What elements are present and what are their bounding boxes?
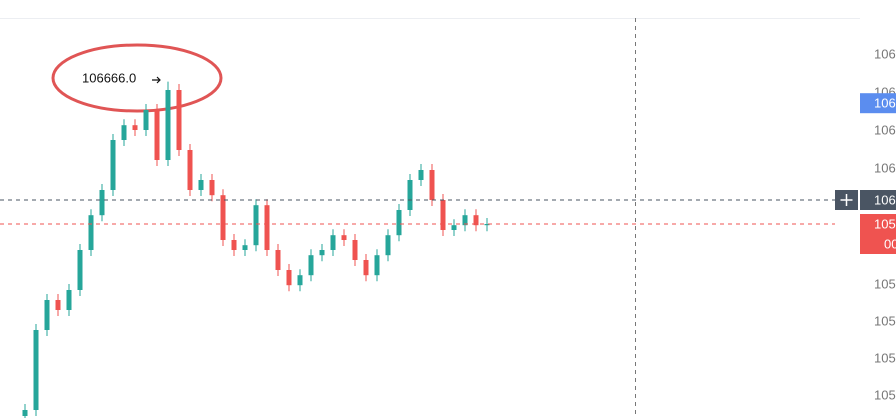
price-tag-label: 106 bbox=[874, 96, 896, 111]
price-tag-label: 105 bbox=[874, 216, 896, 231]
candle-body bbox=[396, 210, 402, 236]
price-tag bbox=[860, 190, 896, 210]
annotation-arrow bbox=[152, 76, 161, 84]
candle-body bbox=[22, 410, 28, 416]
candle-body bbox=[198, 180, 204, 190]
candle-body bbox=[253, 205, 259, 246]
candle-body bbox=[143, 110, 149, 130]
candle-body bbox=[374, 255, 380, 276]
candle-body bbox=[242, 245, 248, 250]
highlight-ellipse bbox=[51, 43, 223, 113]
candle-body bbox=[462, 215, 468, 226]
annotation: 106666.0 bbox=[82, 70, 136, 85]
y-axis-label: 105 bbox=[874, 276, 896, 291]
candle-body bbox=[385, 235, 391, 256]
candle-body bbox=[187, 150, 193, 190]
candle-body bbox=[407, 180, 413, 210]
candle-body bbox=[473, 215, 479, 226]
candle-body bbox=[297, 275, 303, 286]
candle-body bbox=[319, 250, 325, 256]
price-tag bbox=[860, 93, 896, 114]
candle-body bbox=[99, 190, 105, 216]
candle-body bbox=[165, 90, 171, 160]
candle-body bbox=[484, 224, 490, 226]
candle-body bbox=[121, 125, 127, 140]
y-axis-label: 105 bbox=[874, 313, 896, 328]
candle-body bbox=[88, 215, 94, 250]
candle-body bbox=[55, 300, 61, 310]
candle-body bbox=[209, 180, 215, 196]
candle-body bbox=[352, 240, 358, 260]
candle-body bbox=[176, 90, 182, 150]
countdown: 00 bbox=[884, 236, 896, 251]
candle-body bbox=[44, 300, 50, 330]
candle-body bbox=[286, 270, 292, 286]
candle-body bbox=[308, 255, 314, 276]
candle-body bbox=[341, 235, 347, 240]
candle-body bbox=[231, 240, 237, 250]
countdown-tag bbox=[860, 234, 896, 254]
candle-body bbox=[451, 225, 457, 230]
candle-body bbox=[132, 125, 138, 130]
y-axis-label: 105 bbox=[874, 350, 896, 365]
price-tag-label: 106 bbox=[874, 192, 896, 207]
candle-body bbox=[66, 290, 72, 310]
candle-body bbox=[77, 250, 83, 290]
y-axis-label: 106 bbox=[874, 160, 896, 175]
candle-body bbox=[363, 260, 369, 276]
add-icon bbox=[840, 194, 853, 206]
y-axis-label: 106 bbox=[874, 46, 896, 61]
candle-body bbox=[330, 235, 336, 250]
candle-body bbox=[110, 140, 116, 190]
candle-body bbox=[275, 250, 281, 270]
candle-body bbox=[154, 110, 160, 160]
y-axis-label: 106 bbox=[874, 122, 896, 137]
candle-body bbox=[418, 170, 424, 180]
y-axis-label: 105 bbox=[874, 387, 896, 402]
candle-body bbox=[264, 205, 270, 250]
candle-body bbox=[440, 200, 446, 230]
candle-body bbox=[429, 170, 435, 200]
price-tag bbox=[860, 214, 896, 234]
candle-body bbox=[33, 330, 39, 410]
candle-body bbox=[220, 195, 226, 240]
